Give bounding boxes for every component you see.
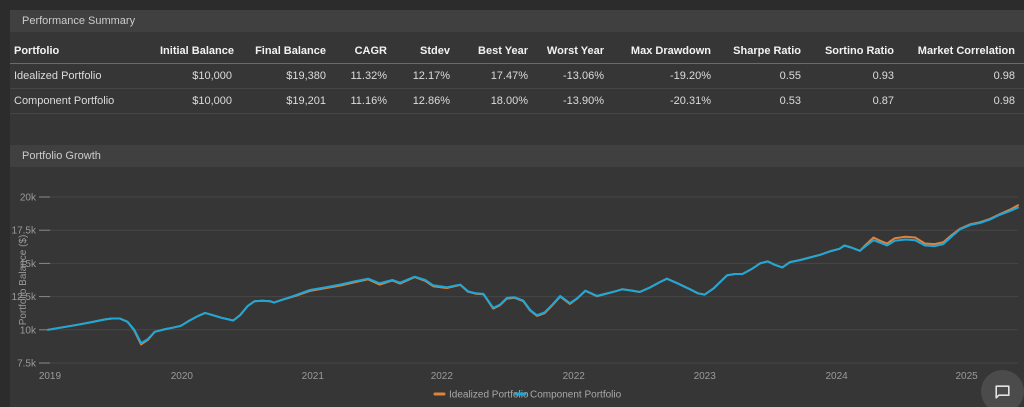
table-row: Idealized Portfolio $10,000 $19,380 11.3…: [10, 63, 1024, 89]
chat-button[interactable]: [981, 370, 1024, 407]
col-sharpe-ratio: Sharpe Ratio: [711, 40, 801, 64]
col-cagr: CAGR: [326, 40, 387, 64]
performance-summary-title: Performance Summary: [22, 15, 136, 27]
y-tick-label: 20k: [20, 193, 37, 204]
table-row: Component Portfolio $10,000 $19,201 11.1…: [10, 88, 1024, 114]
x-tick-label: 2022: [563, 371, 586, 382]
x-tick-label: 2024: [825, 371, 848, 382]
x-tick-label: 2022: [431, 371, 454, 382]
y-tick-label: 15k: [20, 259, 37, 270]
col-worst-year: Worst Year: [528, 40, 604, 64]
col-portfolio: Portfolio: [10, 40, 160, 64]
x-tick-label: 2019: [39, 371, 62, 382]
cell-portfolio-name: Idealized Portfolio: [10, 63, 160, 89]
legend-item[interactable]: Idealized Portfolio: [433, 390, 529, 401]
legend-label: Component Portfolio: [530, 390, 622, 401]
x-tick-label: 2025: [955, 371, 978, 382]
performance-summary-table: Portfolio Initial Balance Final Balance …: [10, 40, 1024, 114]
x-tick-label: 2021: [302, 371, 325, 382]
col-stdev: Stdev: [387, 40, 450, 64]
y-tick-label: 17.5k: [12, 226, 37, 237]
y-axis-title: Portfolio Balance ($): [18, 235, 29, 326]
series-line: [47, 204, 1019, 346]
col-sortino-ratio: Sortino Ratio: [801, 40, 894, 64]
col-max-drawdown: Max Drawdown: [604, 40, 711, 64]
y-tick-label: 7.5k: [17, 359, 37, 370]
x-tick-label: 2023: [694, 371, 717, 382]
legend-item[interactable]: Component Portfolio: [514, 390, 622, 401]
col-final-balance: Final Balance: [232, 40, 326, 64]
series-line: [47, 206, 1019, 345]
y-tick-label: 12.5k: [12, 292, 37, 303]
col-market-correlation: Market Correlation: [894, 40, 1024, 64]
portfolio-growth-header: Portfolio Growth: [10, 145, 1024, 167]
speech-bubble-icon: [995, 384, 1010, 399]
col-initial-balance: Initial Balance: [160, 40, 234, 64]
portfolio-growth-title: Portfolio Growth: [22, 150, 101, 162]
performance-summary-header: Performance Summary: [10, 10, 1024, 32]
legend-label: Idealized Portfolio: [449, 390, 529, 401]
y-tick-label: 10k: [20, 325, 37, 336]
x-tick-label: 2020: [171, 371, 194, 382]
main-content: Performance Summary Portfolio Initial Ba…: [10, 10, 1024, 407]
col-best-year: Best Year: [450, 40, 528, 64]
table-header-row: Portfolio Initial Balance Final Balance …: [10, 40, 1024, 64]
cell-portfolio-name: Component Portfolio: [10, 88, 160, 114]
